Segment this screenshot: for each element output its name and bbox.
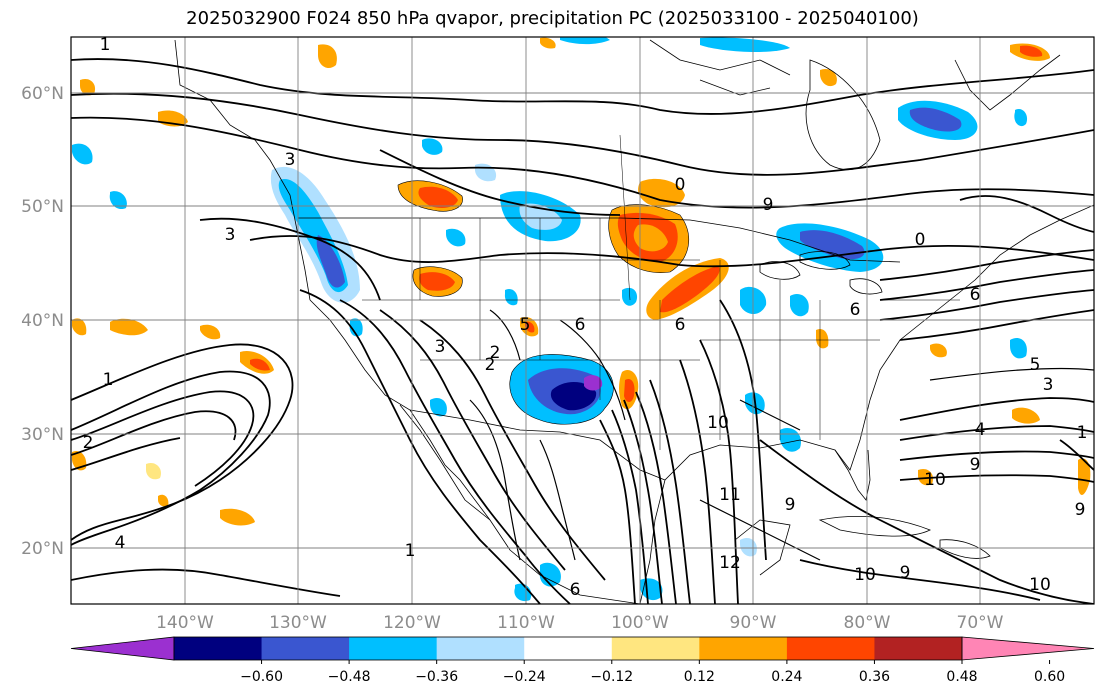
colorbar [70, 636, 1095, 661]
contour-label: 4 [115, 533, 126, 553]
colorbar-extend-max [961, 636, 1095, 661]
contour-label: 9 [763, 195, 774, 215]
contour-label: 2 [485, 355, 496, 375]
contour-label: 10 [1029, 575, 1051, 595]
colorbar-tick-label: 0.12 [684, 669, 715, 685]
colorbar-segment [349, 637, 438, 660]
shading-outlines [397, 180, 689, 425]
state-borders [362, 134, 960, 450]
contour-label: 9 [900, 563, 911, 583]
colorbar-extend-min [70, 636, 175, 661]
contour-label: 5 [1030, 355, 1041, 375]
lat-label: 50°N [21, 197, 64, 217]
contour-label: 10 [924, 470, 946, 490]
precip-shading [72, 37, 1091, 602]
lat-label: 30°N [21, 425, 64, 445]
colorbar-segment [436, 637, 525, 660]
contour-label: 1 [1077, 423, 1088, 443]
contour-label: 9 [1075, 500, 1086, 520]
lon-label: 90°W [730, 613, 777, 633]
map-title: 2025032900 F024 850 hPa qvapor, precipit… [186, 8, 919, 29]
thin-contour-lines [469, 309, 1094, 561]
lon-label: 80°W [844, 613, 891, 633]
colorbar-tick-label: 0.48 [946, 669, 977, 685]
contour-label: 6 [970, 285, 981, 305]
contour-label: 9 [785, 495, 796, 515]
lon-label: 70°W [957, 613, 1004, 633]
colorbar-segment [261, 637, 350, 660]
contour-label: 2 [83, 433, 94, 453]
contour-label: 3 [1043, 375, 1054, 395]
contour-label: 1 [103, 370, 114, 390]
contour-label: 0 [915, 230, 926, 250]
contour-label: 12 [719, 553, 741, 573]
contour-label: 10 [707, 413, 729, 433]
contour-lines [71, 58, 1094, 604]
colorbar-tick-label: −0.12 [590, 669, 633, 685]
contour-label: 6 [675, 315, 686, 335]
colorbar-tick-label: 0.24 [771, 669, 802, 685]
contour-label: 1 [405, 541, 416, 561]
contour-label: 1 [100, 35, 111, 55]
contour-label: 6 [570, 580, 581, 600]
colorbar-segment [874, 637, 963, 660]
lon-label: 100°W [611, 613, 669, 633]
colorbar-tick-label: 0.36 [859, 669, 890, 685]
contour-label: 11 [719, 485, 741, 505]
lat-label: 20°N [21, 539, 64, 559]
colorbar-frame [173, 636, 963, 661]
colorbar-tick-label: −0.24 [503, 669, 546, 685]
longitude-axis: 140°W 130°W 120°W 110°W 100°W 90°W 80°W … [156, 613, 1004, 633]
colorbar-tick-label: −0.48 [328, 669, 371, 685]
latitude-axis: 60°N 50°N 40°N 30°N 20°N [21, 84, 64, 559]
colorbar-segment [611, 637, 700, 660]
contour-label: 10 [854, 565, 876, 585]
colorbar-segment [524, 637, 613, 660]
contour-label: 5 [520, 315, 531, 335]
plot-frame [70, 36, 1095, 605]
contour-label: 6 [850, 300, 861, 320]
colorbar-segment [174, 637, 263, 660]
contour-label: 3 [225, 225, 236, 245]
colorbar-tick-label: 0.60 [1034, 669, 1065, 685]
contour-label: 6 [575, 315, 586, 335]
colorbar-tick-label: −0.36 [415, 669, 458, 685]
colorbar-tick-label: −0.60 [240, 669, 283, 685]
colorbar-labels: −0.60 −0.48 −0.36 −0.24 −0.12 0.12 0.24 0.36 0.4… [240, 660, 1065, 685]
contour-label: 4 [975, 420, 986, 440]
contour-label: 9 [970, 455, 981, 475]
lat-label: 60°N [21, 84, 64, 104]
contour-label: 0 [675, 175, 686, 195]
gridlines [71, 37, 1094, 604]
lon-label: 140°W [156, 613, 214, 633]
contour-label: 3 [285, 150, 296, 170]
contour-label: 3 [435, 337, 446, 357]
lat-label: 40°N [21, 311, 64, 331]
lon-label: 130°W [269, 613, 327, 633]
colorbar-segment [699, 637, 788, 660]
lon-label: 120°W [383, 613, 441, 633]
colorbar-segment [786, 637, 875, 660]
lon-label: 110°W [497, 613, 555, 633]
contour-label: 2 [490, 343, 501, 363]
